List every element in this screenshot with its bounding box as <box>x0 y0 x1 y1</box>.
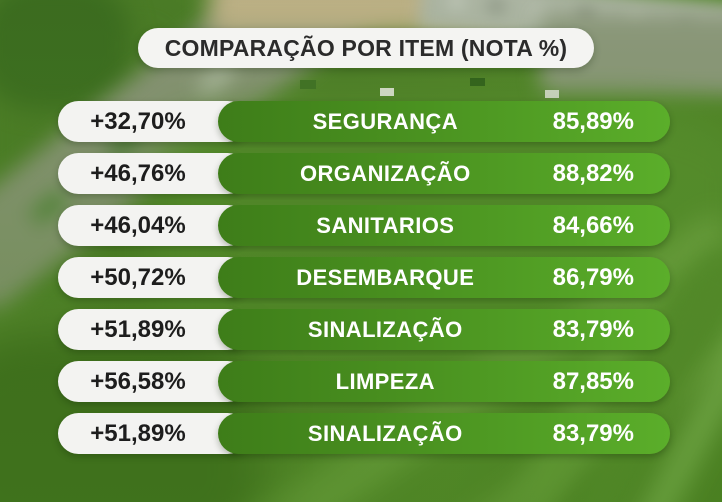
item-pill: SEGURANÇA 85,89% <box>218 101 670 142</box>
page-title-text: COMPARAÇÃO POR ITEM (NOTA %) <box>164 34 568 61</box>
bg-vehicle-dot <box>300 80 316 89</box>
item-pill: LIMPEZA 87,85% <box>218 361 670 402</box>
bg-car <box>450 0 463 7</box>
bg-vehicle-dot <box>470 78 485 86</box>
bg-car <box>579 11 592 20</box>
comparison-row: +51,89% SINALIZAÇÃO 83,79% <box>58 309 670 350</box>
comparison-row: +50,72% DESEMBARQUE 86,79% <box>58 257 670 298</box>
item-pill: SANITARIOS 84,66% <box>218 205 670 246</box>
row-score-value: 86,79% <box>552 263 634 291</box>
row-delta-value: +46,04% <box>90 211 186 239</box>
delta-pill: +51,89% <box>58 413 248 454</box>
row-score-value: 88,82% <box>552 159 634 187</box>
delta-pill: +46,76% <box>58 153 248 194</box>
row-delta-value: +32,70% <box>90 107 186 135</box>
delta-pill: +51,89% <box>58 309 248 350</box>
item-pill: ORGANIZAÇÃO 88,82% <box>218 153 670 194</box>
bg-vehicle-dot <box>380 88 394 96</box>
row-item-label: DESEMBARQUE <box>296 264 475 290</box>
row-item-label: SANITARIOS <box>316 212 455 238</box>
comparison-row: +32,70% SEGURANÇA 85,89% <box>58 101 670 142</box>
delta-pill: +50,72% <box>58 257 248 298</box>
row-item-label: LIMPEZA <box>335 368 435 394</box>
row-score-value: 84,66% <box>552 211 634 239</box>
row-delta-value: +46,76% <box>90 159 186 187</box>
delta-pill: +56,58% <box>58 361 248 402</box>
page-title: COMPARAÇÃO POR ITEM (NOTA %) <box>138 28 594 68</box>
item-pill: SINALIZAÇÃO 83,79% <box>218 309 670 350</box>
row-delta-value: +51,89% <box>90 419 186 447</box>
bg-trees <box>0 0 130 110</box>
row-item-label: SINALIZAÇÃO <box>307 316 463 342</box>
item-pill: SINALIZAÇÃO 83,79% <box>218 413 670 454</box>
comparison-row: +51,89% SINALIZAÇÃO 83,79% <box>58 413 670 454</box>
bg-car <box>679 21 691 31</box>
row-score-value: 83,79% <box>552 419 634 447</box>
row-delta-value: +51,89% <box>90 315 186 343</box>
row-item-label: SEGURANÇA <box>312 108 458 134</box>
row-score-value: 85,89% <box>552 107 634 135</box>
comparison-row: +46,76% ORGANIZAÇÃO 88,82% <box>58 153 670 194</box>
row-item-label: ORGANIZAÇÃO <box>299 160 471 186</box>
item-pill: DESEMBARQUE 86,79% <box>218 257 670 298</box>
row-item-label: SINALIZAÇÃO <box>307 420 463 446</box>
delta-pill: +46,04% <box>58 205 248 246</box>
row-delta-value: +56,58% <box>90 367 186 395</box>
bg-car <box>530 6 542 15</box>
row-score-value: 87,85% <box>552 367 634 395</box>
bg-car <box>629 16 642 25</box>
comparison-row: +56,58% LIMPEZA 87,85% <box>58 361 670 402</box>
bg-car <box>490 2 503 11</box>
bg-vehicle-dot <box>545 90 559 98</box>
comparison-row: +46,04% SANITARIOS 84,66% <box>58 205 670 246</box>
comparison-list: +32,70% SEGURANÇA 85,89% +46,76% ORGANIZ… <box>58 101 670 454</box>
delta-pill: +32,70% <box>58 101 248 142</box>
row-score-value: 83,79% <box>552 315 634 343</box>
row-delta-value: +50,72% <box>90 263 186 291</box>
